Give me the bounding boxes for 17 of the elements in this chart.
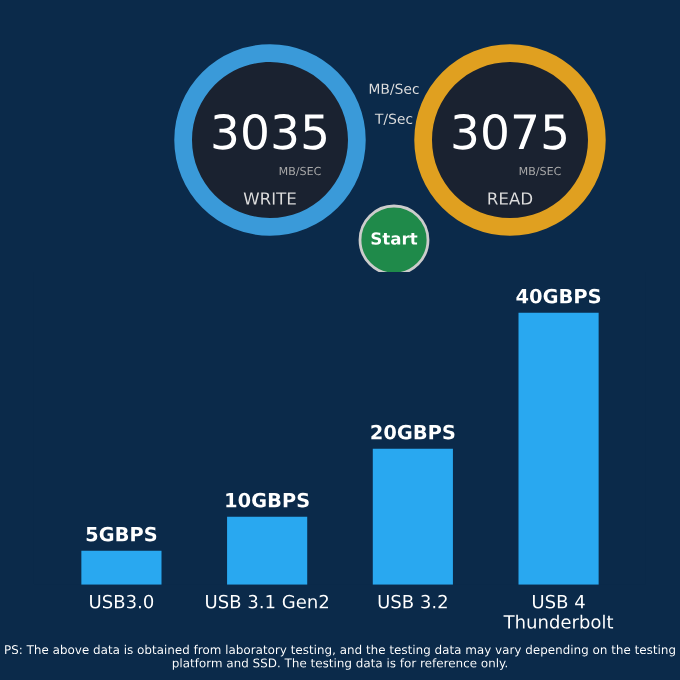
x-tick-label: USB 3.1 Gen2 [206, 594, 328, 609]
text: Start [371, 232, 418, 245]
bar [372, 448, 453, 585]
data-label: 10GBPS [226, 492, 309, 508]
x-tick-label: USB3.0 [90, 594, 154, 609]
data-label: 40GBPS [516, 288, 601, 304]
text: 3035 [213, 113, 326, 150]
text: READ [488, 192, 533, 205]
bar [81, 550, 162, 585]
data-label: 5GBPS [86, 526, 157, 542]
x-tick-label: USB 3.2 [378, 594, 447, 609]
x-tick-label: USB 4 Thunderbolt [503, 594, 614, 629]
bar [518, 312, 599, 585]
bar [227, 516, 308, 585]
text: WRITE [243, 192, 296, 205]
data-label: 20GBPS [371, 424, 455, 440]
text: 3075 [453, 113, 566, 150]
